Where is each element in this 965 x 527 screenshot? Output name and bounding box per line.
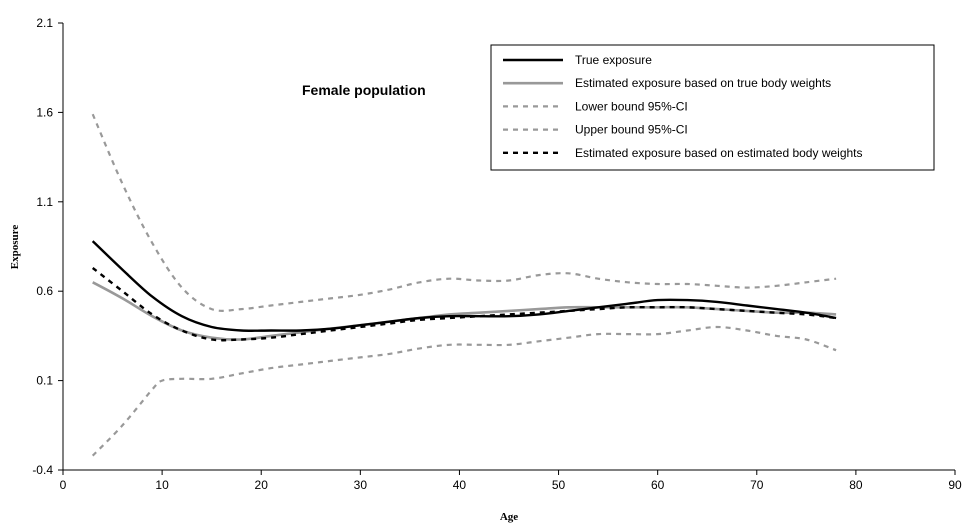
legend-label: Upper bound 95%-CI <box>575 123 688 137</box>
x-tick-label: 50 <box>552 478 566 492</box>
x-tick-label: 0 <box>60 478 67 492</box>
x-tick-label: 10 <box>155 478 169 492</box>
series-line-true-exposure <box>91 240 837 332</box>
y-tick-label: 2.1 <box>36 16 53 30</box>
x-tick-label: 20 <box>255 478 269 492</box>
chart-annotation: Female population <box>302 82 426 98</box>
y-tick-label: 1.1 <box>36 195 53 209</box>
y-tick-label: 0.6 <box>36 284 53 298</box>
y-axis-title: Exposure <box>9 225 21 270</box>
series-line-estimated-exposure-based-on-true-body-weights <box>92 281 837 341</box>
axes: -0.4 0.1 0.6 1.1 1.6 2.1 0 10 20 30 40 50 60 70 80 90 <box>32 16 962 492</box>
legend: True exposure Estimated exposure based on… <box>490 44 935 171</box>
legend-label: True exposure <box>575 53 652 67</box>
series-group <box>91 113 837 457</box>
legend-box <box>490 44 935 171</box>
x-tick-label: 60 <box>651 478 665 492</box>
y-tick-label: 0.1 <box>36 374 53 388</box>
series-line-estimated-exposure-based-on-estimated-body-weights <box>91 267 837 342</box>
x-tick-label: 40 <box>453 478 467 492</box>
x-tick-label: 90 <box>948 478 962 492</box>
series-line-upper-bound-95-ci <box>91 113 837 312</box>
x-tick-label: 80 <box>849 478 863 492</box>
y-tick-label: -0.4 <box>32 463 53 477</box>
y-tick-label: 1.6 <box>36 105 53 119</box>
x-tick-label: 70 <box>750 478 764 492</box>
x-tick-label: 30 <box>354 478 368 492</box>
legend-label: Lower bound 95%-CI <box>575 99 688 113</box>
legend-label: Estimated exposure based on true body we… <box>575 76 831 90</box>
x-axis-title: Age <box>500 511 518 523</box>
legend-label: Estimated exposure based on estimated bo… <box>575 146 863 160</box>
series-line-lower-bound-95-ci <box>91 325 837 457</box>
